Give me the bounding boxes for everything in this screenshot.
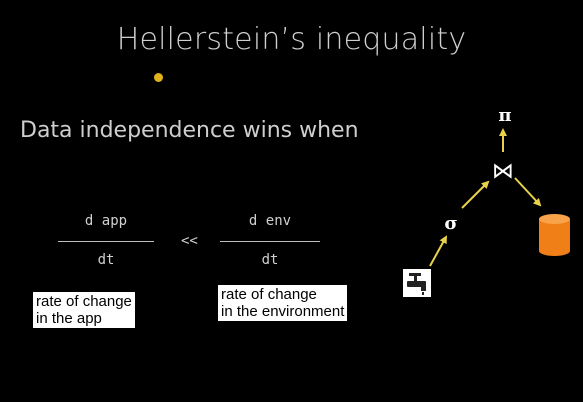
fraction-right-bar xyxy=(220,241,320,242)
annotation-app-line2: in the app xyxy=(36,310,102,327)
bullet-dot xyxy=(154,73,163,82)
annotation-environment: rate of change in the environment xyxy=(218,285,348,321)
join-symbol: ⋈ xyxy=(492,159,514,184)
sigma-symbol: σ xyxy=(444,213,457,234)
annotation-app-line1: rate of change xyxy=(36,293,132,310)
annotation-app: rate of change in the app xyxy=(33,292,135,328)
pi-symbol: π xyxy=(498,105,511,126)
annotation-environment-line1: rate of change xyxy=(221,286,317,303)
fraction-left-numerator: d app xyxy=(84,213,128,229)
slide-title: Hellerstein’s inequality xyxy=(116,22,467,57)
database-cylinder-icon xyxy=(539,214,570,256)
fraction-right: d env dt xyxy=(220,213,320,268)
fraction-left-bar xyxy=(58,241,154,242)
fraction-left: d app dt xyxy=(58,213,154,268)
much-less-than-operator: << xyxy=(181,233,198,249)
arrow-source-to-sigma xyxy=(429,235,447,267)
slide-subtitle: Data independence wins when xyxy=(20,118,359,143)
fraction-right-numerator: d env xyxy=(248,213,292,229)
faucet-icon xyxy=(403,269,431,297)
arrow-sigma-to-join xyxy=(461,180,490,209)
fraction-left-denominator: dt xyxy=(97,252,115,268)
fraction-right-denominator: dt xyxy=(261,252,279,268)
annotation-environment-line2: in the environment xyxy=(221,303,345,320)
arrow-join-to-database xyxy=(514,177,542,207)
